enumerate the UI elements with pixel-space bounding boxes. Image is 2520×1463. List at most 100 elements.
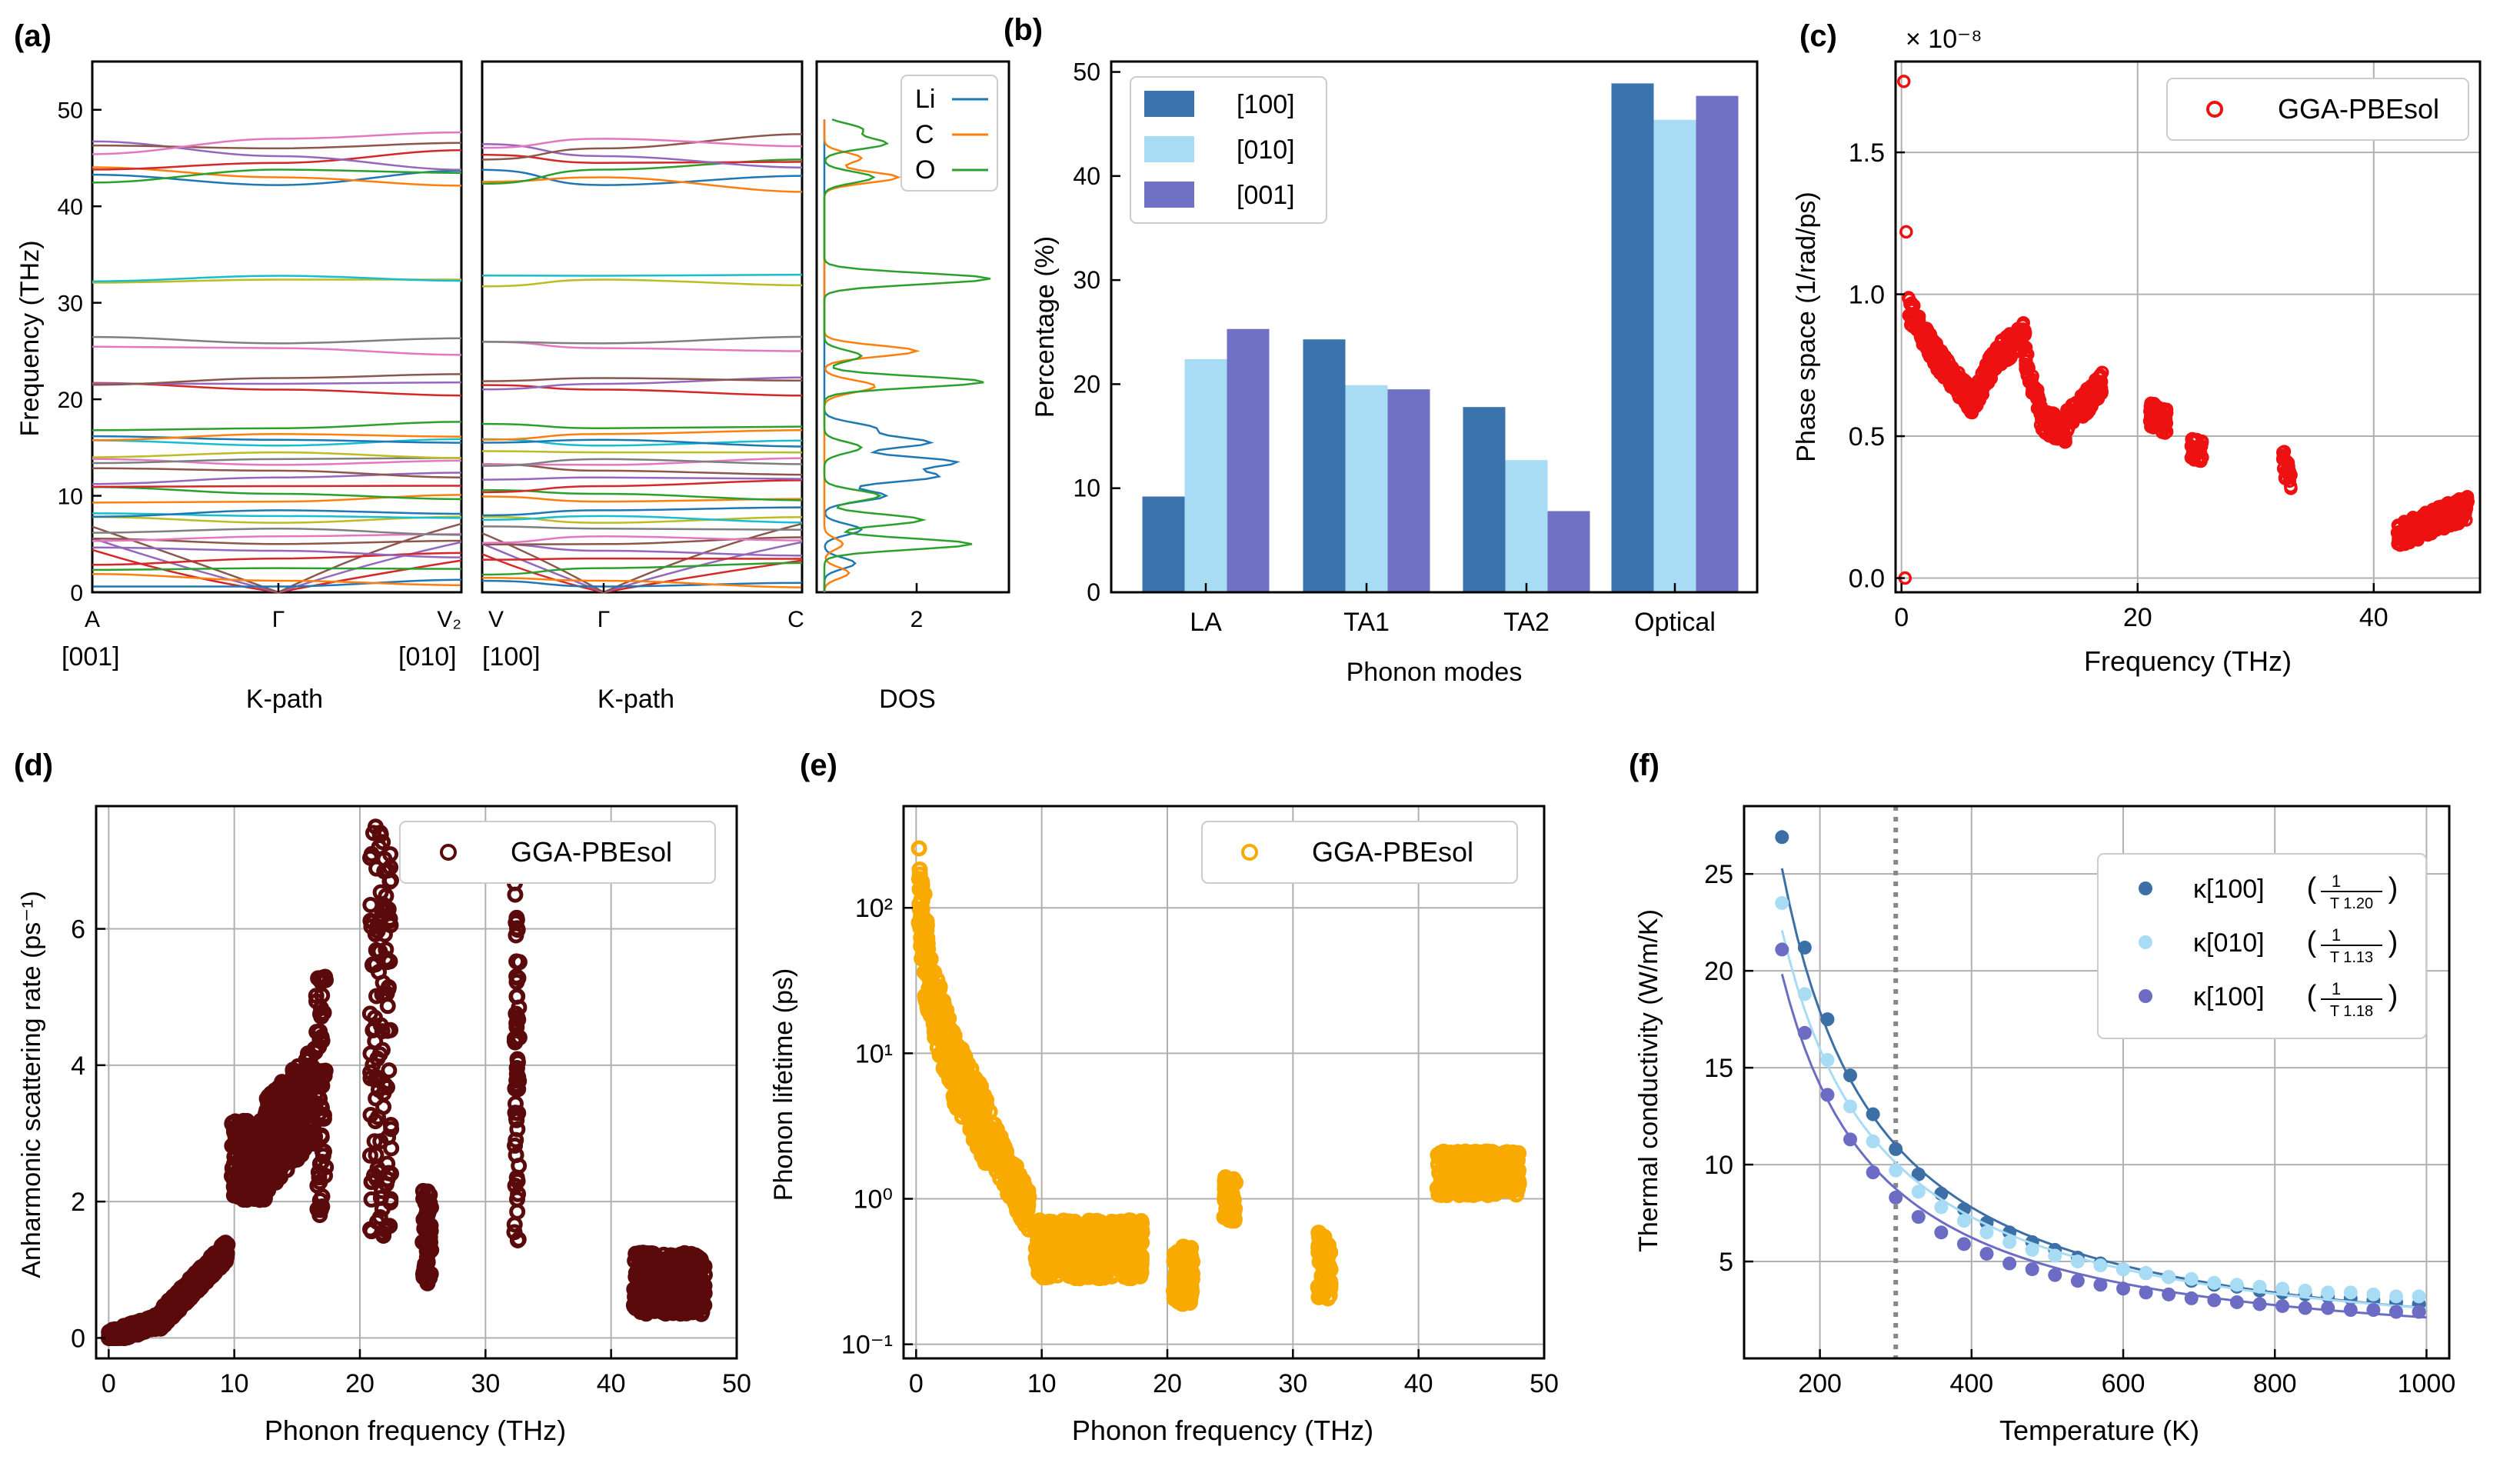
- panel-label-c: (c): [1799, 19, 1837, 53]
- legend-frac-num: 1: [2332, 925, 2341, 945]
- phonon-branch: [92, 485, 462, 488]
- panel-f-frame: [1743, 805, 2451, 1360]
- phase-point: [2429, 503, 2444, 518]
- lifetime-point: [1466, 1151, 1483, 1168]
- xtick-label: 20: [2123, 603, 2152, 632]
- scatter-point: [417, 1195, 434, 1211]
- dispersion-subplot-1: [91, 60, 463, 594]
- lifetime-point: [1090, 1254, 1107, 1271]
- kappa-point: [2116, 1281, 2131, 1296]
- phase-point: [2398, 532, 2412, 546]
- panel-f-points: [1775, 806, 2427, 1358]
- panel-c-xlabel: Frequency (THz): [2084, 645, 2292, 677]
- scatter-point: [371, 826, 388, 843]
- s1-direction-010: [010]: [398, 642, 457, 672]
- phonon-branch: [481, 133, 803, 161]
- scatter-point: [370, 1081, 387, 1098]
- bar-optical-0: [1611, 83, 1654, 593]
- lifetime-point: [1126, 1245, 1143, 1261]
- scatter-point: [378, 1218, 395, 1235]
- scatter-point: [511, 1158, 528, 1175]
- phase-point: [1993, 348, 2008, 362]
- kappa-point: [2048, 1248, 2062, 1263]
- legend-frac-den: T 1.20: [2330, 895, 2373, 912]
- scatter-point: [310, 970, 327, 987]
- lifetime-point: [1004, 1155, 1021, 1172]
- lifetime-point: [947, 1071, 964, 1088]
- ytick-label: 0: [70, 581, 83, 606]
- phonon-branch: [481, 463, 803, 476]
- dos-xlabel: DOS: [879, 685, 936, 714]
- phonon-branch: [92, 457, 462, 465]
- phase-point: [2044, 413, 2058, 427]
- lifetime-point: [1172, 1247, 1189, 1264]
- bar-la-0: [1142, 496, 1185, 592]
- scatter-point: [663, 1258, 680, 1275]
- panel-e-xlabel: Phonon frequency (THz): [1072, 1415, 1373, 1446]
- kappa-point: [2412, 1305, 2426, 1319]
- panel-f-xlabel: Temperature (K): [1999, 1415, 2199, 1446]
- phonon-branch: [481, 376, 803, 391]
- legend-paren: ): [2389, 980, 2398, 1012]
- legend-marker: [440, 844, 457, 861]
- bar-ta1-2: [1387, 389, 1430, 592]
- kappa-point: [2184, 1291, 2199, 1305]
- lifetime-point: [966, 1072, 983, 1089]
- kappa-point: [2070, 1274, 2085, 1288]
- phonon-branch: [92, 148, 462, 171]
- lifetime-point: [1111, 1254, 1128, 1271]
- phonon-branch: [92, 335, 462, 345]
- kappa-point: [2025, 1262, 2039, 1277]
- phase-point: [1914, 332, 1929, 345]
- scatter-point: [650, 1299, 667, 1316]
- lifetime-point: [1457, 1143, 1474, 1160]
- phonon-branch: [92, 433, 462, 442]
- scatter-point: [380, 981, 397, 998]
- phonon-branch: [481, 543, 803, 557]
- scatter-point: [508, 1065, 525, 1082]
- ytick-label: 6: [71, 915, 85, 945]
- lifetime-point: [1127, 1265, 1143, 1282]
- s1-tick-V2: V₂: [437, 607, 461, 632]
- phase-point: [2095, 365, 2109, 379]
- panel-c-scale-label: × 10⁻⁸: [1906, 25, 1982, 54]
- lifetime-point: [910, 840, 927, 857]
- legend-001-label: [001]: [1237, 181, 1295, 210]
- legend-001-swatch: [1144, 182, 1194, 208]
- phonon-branch: [481, 525, 803, 532]
- phase-point: [2408, 531, 2422, 545]
- legend-k100-marker: [2139, 881, 2152, 895]
- scatter-point: [510, 1011, 527, 1028]
- lifetime-point: [1315, 1255, 1332, 1271]
- lifetime-point: [1482, 1169, 1499, 1186]
- scatter-point: [368, 988, 385, 1005]
- xtick-label: 0: [102, 1369, 116, 1398]
- ytick-label: 4: [71, 1051, 85, 1081]
- scatter-point: [231, 1115, 248, 1131]
- bar-ta1-0: [1303, 339, 1346, 592]
- scatter-point: [506, 1216, 523, 1233]
- lifetime-point: [965, 1098, 982, 1115]
- kappa-point: [1866, 1107, 1880, 1121]
- xtick-label: 20: [345, 1369, 375, 1398]
- phase-point: [1909, 308, 1922, 322]
- scatter-point: [510, 1081, 527, 1098]
- phonon-branch: [481, 438, 803, 448]
- phase-point: [1896, 75, 1911, 88]
- panel-c-legend: GGA-PBEsol: [2166, 78, 2469, 141]
- phonon-branch: [92, 552, 462, 566]
- kappa-point: [2321, 1301, 2335, 1315]
- lifetime-point: [953, 1041, 970, 1058]
- legend-frac-num: 1: [2332, 871, 2341, 891]
- scatter-point: [314, 1188, 331, 1205]
- bar-la-2: [1227, 328, 1270, 592]
- dos-legend-li: Li: [915, 85, 935, 114]
- scatter-point: [381, 873, 398, 890]
- lifetime-point: [911, 866, 928, 883]
- kappa-point: [2298, 1301, 2312, 1315]
- kappa-point: [2162, 1270, 2176, 1285]
- s1-tick-gamma: Γ: [272, 607, 285, 632]
- bars: [1142, 83, 1739, 593]
